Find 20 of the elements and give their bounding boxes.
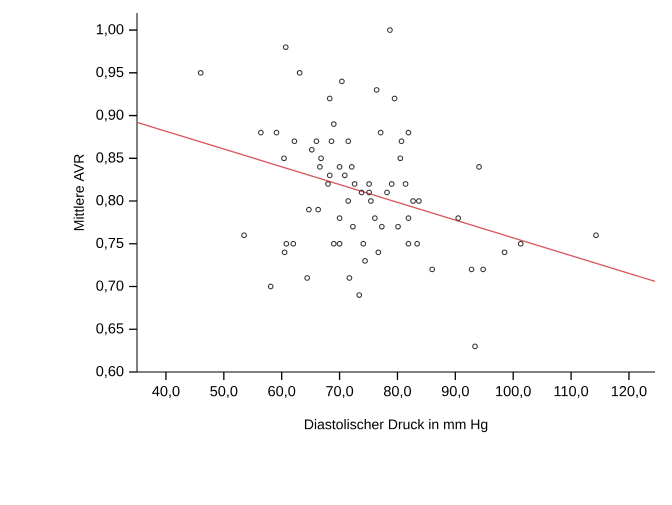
x-tick-label: 40,0 <box>152 386 180 398</box>
x-tick-label: 80,0 <box>384 386 411 398</box>
y-tick-label: 0,60 <box>96 366 124 378</box>
y-tick-label: 1,00 <box>96 24 124 36</box>
x-tick-label: 100,0 <box>496 386 531 398</box>
y-tick-label: 0,95 <box>96 66 124 79</box>
y-tick-label: 0,80 <box>96 195 124 208</box>
x-tick-label: 110,0 <box>554 386 588 398</box>
y-tick-label: 0,65 <box>96 323 124 336</box>
y-tick-label: 0,85 <box>96 152 124 164</box>
y-tick-label: 0,75 <box>96 238 124 250</box>
x-tick-label: 60,0 <box>268 386 296 398</box>
y-tick-label: 0,90 <box>96 110 124 122</box>
x-tick-label: 90,0 <box>442 386 469 398</box>
x-tick-label: 120,0 <box>612 386 647 398</box>
x-tick-label: 50,0 <box>210 386 238 398</box>
x-axis-title: Diastolischer Druck in mm Hg <box>304 419 488 432</box>
y-tick-label: 0,70 <box>96 280 124 293</box>
x-tick-label: 70,0 <box>326 386 354 398</box>
y-axis-title: Mittlere AVR <box>74 154 84 230</box>
